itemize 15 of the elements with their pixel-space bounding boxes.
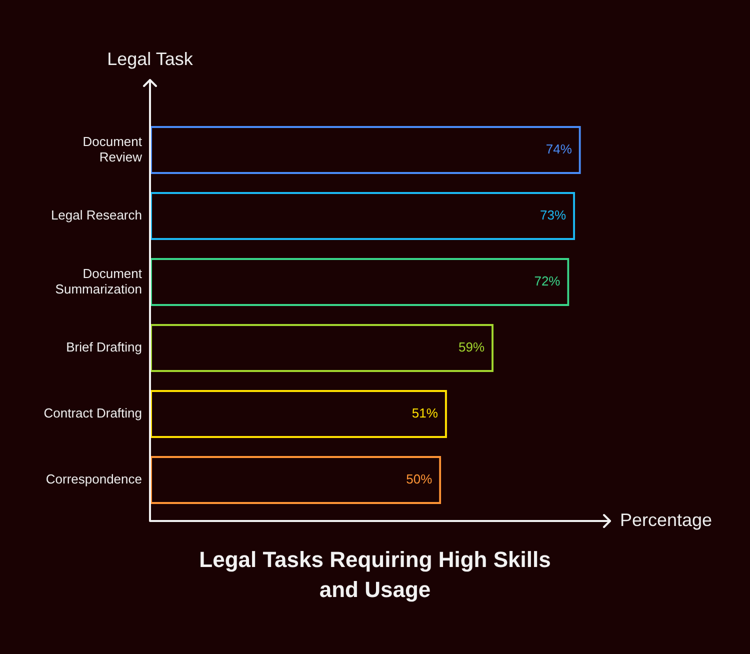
- y-tick-label: Brief Drafting: [66, 340, 142, 355]
- y-axis-title: Legal Task: [107, 48, 194, 69]
- y-tick-label: Legal Research: [50, 208, 142, 223]
- text: Legal Tasks Requiring High Skills and Usage: [198, 546, 552, 604]
- data-label: 74%: [546, 142, 572, 157]
- data-label: 73%: [540, 208, 566, 223]
- data-label: 59%: [458, 340, 485, 355]
- y-tick-label: Contract Drafting: [44, 406, 142, 421]
- data-label: 50%: [406, 472, 433, 487]
- data-label: 51%: [412, 406, 438, 421]
- x-axis-title: Percentage: [620, 510, 712, 530]
- data-label: 72%: [534, 274, 561, 289]
- y-tick-label: Document Review: [82, 134, 143, 164]
- y-tick-label: Document Summarization: [55, 266, 142, 296]
- y-tick-label: Correspondence: [46, 472, 142, 487]
